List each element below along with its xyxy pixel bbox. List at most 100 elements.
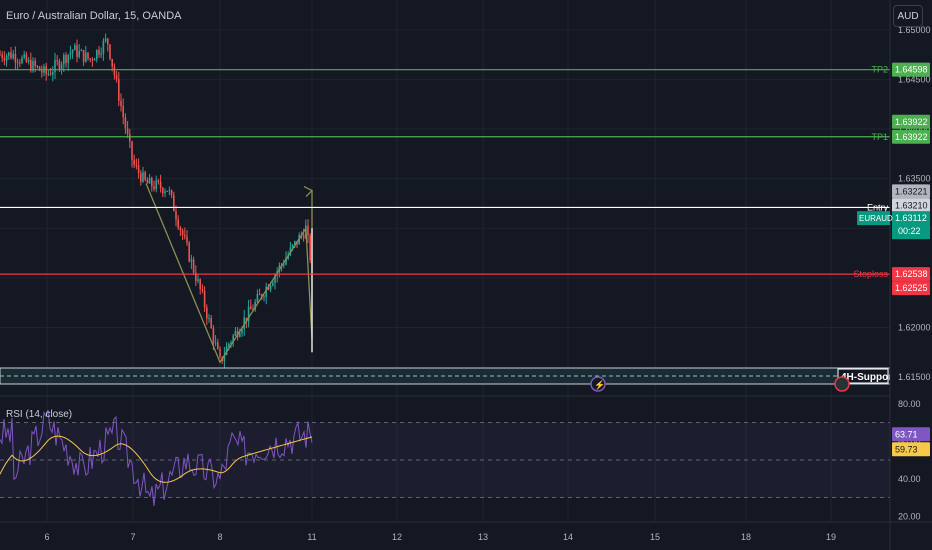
price-labels: 1.64598 1.63922 1.63922 1.63221 1.63210 1.631… [857, 62, 930, 457]
candle [47, 73, 50, 75]
stoploss-price-tag: 1.62538 [895, 269, 928, 279]
candle [19, 62, 21, 64]
candle [107, 38, 109, 45]
candle [278, 265, 281, 272]
candle [63, 54, 65, 65]
currency-button[interactable]: AUD [893, 5, 923, 27]
rsi-title: RSI (14, close) [6, 409, 73, 420]
candle [155, 180, 157, 190]
price-tick: 1.61500 [898, 372, 931, 382]
candle [307, 225, 309, 236]
candle [120, 100, 122, 107]
candle [65, 54, 67, 64]
time-tick: 14 [563, 532, 573, 542]
candle [98, 49, 100, 55]
ticker-tag: EURAUD [859, 214, 893, 223]
candle [201, 289, 204, 291]
candle [109, 44, 111, 59]
candle [247, 306, 250, 322]
candle [21, 57, 23, 63]
candle [232, 335, 234, 343]
stoploss-price-tag-bottom: 1.62525 [895, 283, 928, 293]
candle [10, 52, 12, 59]
candle [184, 235, 186, 237]
candle [164, 191, 166, 194]
candle [192, 259, 195, 273]
candle [250, 306, 252, 310]
tp2-price-tag: 1.64598 [895, 65, 928, 75]
candle [129, 133, 131, 142]
candle [34, 60, 36, 67]
candle [162, 188, 164, 194]
candle [208, 318, 210, 320]
candle [285, 258, 287, 265]
rsi-tick: 20.00 [898, 511, 921, 521]
candle [58, 61, 61, 70]
candle [38, 66, 41, 71]
candle [254, 301, 256, 310]
candle [113, 66, 116, 76]
candle [267, 286, 270, 290]
candle [67, 54, 69, 64]
candle [263, 296, 265, 298]
candle [74, 45, 76, 51]
candle [133, 159, 135, 165]
candle [140, 173, 142, 182]
candle [54, 60, 56, 73]
rsi-value-tag: 63.71 [895, 429, 918, 439]
candle [181, 230, 184, 236]
time-tick: 18 [741, 532, 751, 542]
candle [32, 60, 34, 71]
candle [151, 178, 153, 187]
candle [256, 294, 259, 302]
candle [78, 51, 80, 57]
candle [212, 328, 215, 343]
candle [23, 54, 25, 58]
time-tick: 11 [307, 532, 316, 542]
stoploss-price-tag-bg [892, 267, 930, 282]
candle [217, 342, 219, 350]
candle [225, 346, 228, 355]
candle [131, 141, 133, 160]
time-axis-bg [0, 522, 932, 550]
support-label: 4H-Support [841, 372, 896, 383]
tp1-price-tag-top: 1.63922 [895, 117, 928, 127]
tp1-price-tag-bg [892, 129, 930, 144]
candle [8, 52, 10, 56]
candle [82, 49, 85, 62]
candle [137, 165, 140, 174]
candle [179, 227, 182, 231]
candle [76, 45, 78, 57]
candle [0, 54, 1, 56]
candle [71, 50, 74, 53]
candle [148, 178, 151, 184]
rsi-ma-value-tag: 59.73 [895, 444, 918, 454]
candle [258, 294, 261, 296]
support-label-box [837, 368, 889, 384]
candle [12, 53, 14, 59]
candle [96, 49, 98, 60]
candle [177, 219, 179, 228]
candle [241, 329, 243, 334]
candle [210, 318, 212, 329]
candle [190, 259, 193, 262]
time-tick: 7 [130, 532, 135, 542]
rsi-tick: 40.00 [898, 474, 921, 484]
candle [135, 164, 138, 166]
candle [195, 272, 197, 282]
candle [27, 59, 30, 62]
symbol-title: Euro / Australian Dollar, 15, OANDA [6, 10, 182, 22]
flag-icon[interactable] [834, 376, 850, 392]
time-tick: 6 [44, 532, 49, 542]
candle [228, 343, 230, 347]
candle [203, 290, 206, 308]
candle [69, 52, 72, 55]
candle [230, 342, 232, 344]
price-tick: 1.64500 [898, 74, 931, 84]
candle [142, 172, 144, 182]
lightning-icon[interactable] [590, 376, 606, 392]
candle [239, 333, 241, 337]
candle [283, 264, 285, 266]
ticker-tag-bg [857, 211, 890, 226]
